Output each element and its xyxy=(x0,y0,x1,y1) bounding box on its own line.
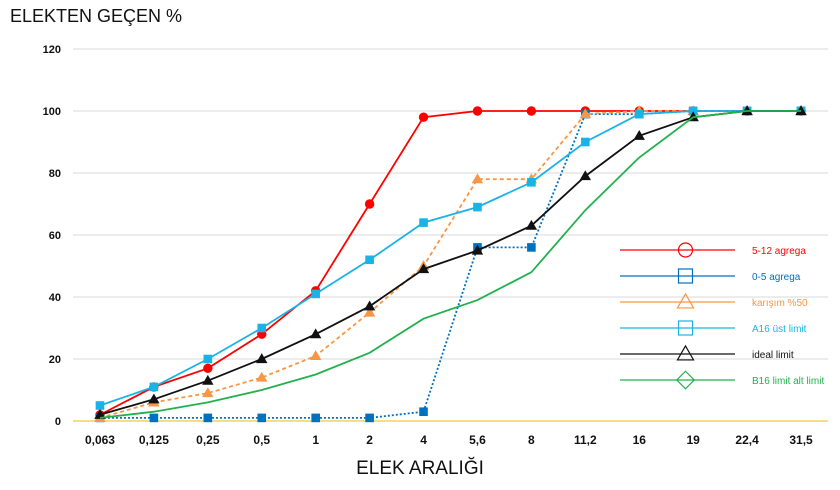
data-point xyxy=(311,413,320,423)
data-point xyxy=(148,393,160,404)
x-tick-label: 0,063 xyxy=(85,433,115,447)
legend-marker-5 xyxy=(675,370,696,390)
data-point xyxy=(311,289,320,299)
x-tick-label: 16 xyxy=(633,433,647,447)
x-axis-label: ELEK ARALIĞI xyxy=(356,458,484,479)
legend-label-3: A16 üst limit xyxy=(752,324,807,335)
data-point xyxy=(419,218,428,227)
data-point xyxy=(471,173,484,184)
legend-label-5: B16 limit alt limit xyxy=(752,376,824,387)
data-point xyxy=(581,137,590,147)
data-point xyxy=(579,170,592,181)
data-point xyxy=(418,112,429,122)
x-tick-label: 0,5 xyxy=(253,433,270,447)
x-tick-label: 31,5 xyxy=(789,433,813,447)
legend-marker-0 xyxy=(677,242,694,258)
data-point xyxy=(419,407,428,416)
data-point xyxy=(202,387,214,398)
data-point xyxy=(203,354,213,364)
y-tick-label: 80 xyxy=(49,168,61,180)
x-tick-label: 1 xyxy=(312,433,319,447)
data-point xyxy=(526,106,537,116)
legend-label-2: karışım %50 xyxy=(752,298,808,309)
y-tick-label: 40 xyxy=(49,292,61,304)
y-tick-label: 100 xyxy=(43,106,61,118)
legend-marker-3 xyxy=(677,320,694,336)
data-point xyxy=(473,202,482,212)
x-tick-label: 0,25 xyxy=(196,433,220,447)
data-point xyxy=(256,371,268,382)
data-point xyxy=(365,255,374,265)
data-point xyxy=(94,408,106,419)
legend-marker-4 xyxy=(676,344,695,361)
data-point xyxy=(95,401,105,410)
data-point xyxy=(203,413,213,423)
x-tick-label: 2 xyxy=(366,433,373,447)
data-point xyxy=(363,300,376,311)
series-line-4 xyxy=(99,110,802,416)
x-tick-label: 0,125 xyxy=(139,433,169,447)
y-tick-label: 120 xyxy=(43,44,61,56)
data-point xyxy=(203,363,213,373)
data-point xyxy=(257,323,267,333)
series-line-3 xyxy=(99,110,802,407)
data-point xyxy=(365,413,374,423)
data-point xyxy=(149,382,159,392)
data-point xyxy=(309,328,322,339)
legend-label-1: 0-5 agrega xyxy=(752,272,801,283)
data-point xyxy=(472,106,483,116)
chart-title: ELEKTEN GEÇEN % xyxy=(10,6,183,26)
data-point xyxy=(363,306,376,317)
data-point xyxy=(257,413,267,423)
data-point xyxy=(525,219,538,230)
y-tick-label: 20 xyxy=(49,354,61,366)
legend-marker-1 xyxy=(677,268,694,284)
y-tick-label: 60 xyxy=(49,230,61,242)
data-point xyxy=(256,353,268,364)
x-tick-label: 19 xyxy=(686,433,700,447)
x-tick-label: 11,2 xyxy=(574,433,597,447)
data-point xyxy=(471,244,484,255)
data-point xyxy=(149,413,159,423)
x-tick-label: 4 xyxy=(420,433,427,447)
x-tick-label: 22,4 xyxy=(735,433,759,447)
data-point xyxy=(417,263,430,274)
x-tick-label: 5,6 xyxy=(469,433,486,447)
legend-label-4: ideal limit xyxy=(752,350,794,361)
legend-label-0: 5-12 agrega xyxy=(752,246,806,257)
data-point xyxy=(527,243,536,252)
data-point xyxy=(364,199,375,209)
y-tick-label: 0 xyxy=(55,416,61,428)
data-point xyxy=(633,129,645,140)
x-tick-label: 8 xyxy=(528,433,535,447)
data-point xyxy=(202,374,214,385)
data-point xyxy=(634,109,644,119)
legend-marker-2 xyxy=(676,292,695,309)
data-point xyxy=(309,350,322,360)
series-line-2 xyxy=(99,110,802,419)
series-line-5 xyxy=(99,110,802,419)
data-point xyxy=(527,178,536,187)
data-point xyxy=(579,108,592,119)
